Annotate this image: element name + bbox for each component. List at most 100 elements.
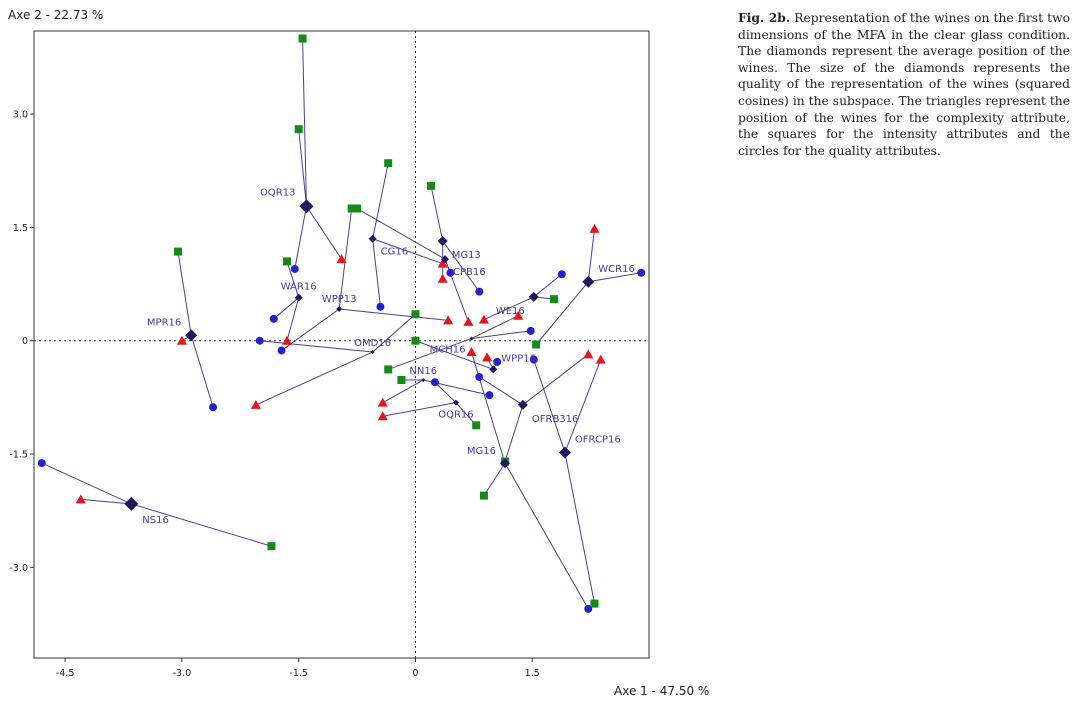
quality-circle (277, 346, 286, 355)
connector-lines (41, 38, 642, 610)
connector-line (564, 359, 602, 453)
connector-line (483, 462, 506, 496)
connector-line (535, 281, 589, 345)
quality-circle (376, 302, 385, 311)
y-tick-label: -3.0 (9, 563, 28, 574)
intensity-square (347, 204, 356, 213)
wine-diamond (437, 236, 448, 247)
complexity-triangle (595, 354, 606, 364)
connector-line (483, 296, 534, 321)
complexity-triangle (377, 411, 388, 421)
wine-label: MPR16 (147, 317, 181, 328)
wine-diamond (558, 446, 571, 459)
complexity-triangle (377, 397, 388, 407)
intensity-square (353, 204, 362, 213)
wine-label: WAR16 (281, 282, 317, 293)
wine-diamond (582, 275, 595, 288)
connector-line (415, 340, 494, 370)
complexity-triangle (336, 254, 347, 264)
caption-label: Fig. 2b. (738, 10, 791, 25)
complexity-triangle (75, 494, 86, 504)
connector-line (388, 337, 472, 370)
wine-label: OQR13 (260, 187, 295, 198)
x-tick-label: 1.5 (525, 668, 540, 679)
intensity-square (384, 365, 393, 374)
complexity-triangle (437, 258, 448, 268)
connector-line (588, 272, 642, 283)
complexity-triangle (176, 335, 187, 345)
caption-text: Representation of the wines on the first… (738, 11, 1070, 158)
wine-label: WCR16 (598, 264, 635, 275)
connector-line (302, 38, 307, 207)
wine-label: OFRB316 (532, 414, 579, 425)
connector-line (41, 462, 132, 505)
connector-line (372, 238, 381, 307)
intensity-square (427, 181, 436, 190)
connector-line (259, 340, 373, 353)
connector-line (286, 297, 300, 341)
quality-circle (37, 459, 46, 468)
complexity-triangle (250, 399, 261, 409)
quality-circle (475, 372, 484, 381)
connector-line (294, 206, 307, 270)
connector-line (131, 503, 272, 547)
complexity-triangle (463, 316, 474, 326)
complexity-triangle (482, 352, 493, 362)
connector-line (339, 308, 449, 321)
intensity-square (472, 421, 481, 430)
wine-label: OMD16 (354, 338, 391, 349)
connector-line (471, 351, 506, 464)
wine-diamond (370, 350, 375, 355)
complexity-triangle (466, 347, 477, 357)
plot-frame (33, 30, 650, 659)
complexity-triangle (478, 314, 489, 324)
wine-diamond (528, 291, 539, 302)
x-tick-label: 0 (412, 668, 418, 679)
figure-caption: Fig. 2b. Representation of the wines on … (738, 10, 1070, 159)
wine-label: MCH16 (430, 344, 466, 355)
intensity-square (411, 310, 420, 319)
y-tick-label: 3.0 (13, 110, 28, 121)
wine-label: OQR16 (438, 410, 473, 421)
x-tick-label: -4.5 (56, 668, 75, 679)
wine-label: MG13 (452, 250, 481, 261)
quality-circle (209, 403, 218, 412)
connector-line (471, 330, 531, 339)
quality-circle (485, 391, 494, 400)
y-tick-label: -1.5 (9, 450, 28, 461)
x-tick-label: -3.0 (173, 668, 192, 679)
intensity-square (479, 491, 488, 500)
y-axis-title: Axe 2 - 22.73 % (8, 8, 104, 22)
wine-label: CPB16 (453, 267, 486, 278)
intensity-square (267, 542, 276, 551)
quality-circle (446, 268, 455, 277)
wine-label: NN16 (409, 366, 437, 377)
wine-label: WPP16 (501, 353, 536, 364)
intensity-square (532, 340, 541, 349)
connector-line (356, 208, 446, 260)
wine-label: NS16 (142, 515, 169, 526)
connector-line (522, 353, 589, 406)
wine-diamond (185, 329, 198, 342)
connector-line (190, 335, 214, 408)
quality-circle (290, 264, 299, 273)
connector-line (479, 376, 524, 406)
connector-line (382, 402, 457, 417)
quality-circle (557, 270, 566, 279)
quality-circle (475, 287, 484, 296)
x-axis-title: Axe 1 - 47.50 % (614, 684, 710, 698)
wine-diamond (421, 378, 426, 383)
wine-diamond (489, 365, 498, 374)
connector-line (255, 351, 373, 406)
quality-circle (430, 378, 439, 387)
wine-label: WE16 (496, 306, 525, 317)
intensity-square (550, 295, 559, 304)
connector-line (306, 205, 342, 260)
quality-circle (255, 336, 264, 345)
connector-line (564, 452, 595, 604)
connector-line (372, 313, 416, 353)
quality-circle (493, 357, 502, 366)
wine-diamond (336, 305, 343, 312)
connector-line (442, 240, 480, 292)
intensity-square (397, 376, 406, 385)
